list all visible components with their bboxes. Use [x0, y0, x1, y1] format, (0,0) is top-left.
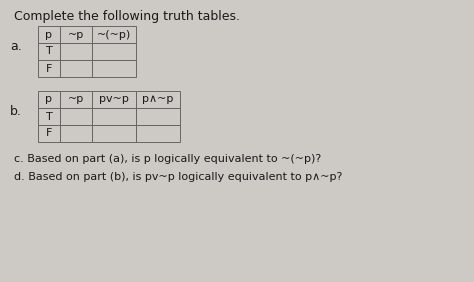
Text: F: F [46, 129, 52, 138]
Bar [38, 43, 60, 60]
Text: ~p: ~p [68, 30, 84, 39]
Bar [60, 125, 92, 142]
Text: d. Based on part (b), is pv~p logically equivalent to p∧~p?: d. Based on part (b), is pv~p logically … [14, 172, 342, 182]
Text: a.: a. [10, 40, 22, 53]
Bar [92, 60, 136, 77]
Bar [92, 125, 136, 142]
Bar [92, 91, 136, 108]
Text: b.: b. [10, 105, 22, 118]
Text: T: T [46, 47, 52, 56]
Text: Complete the following truth tables.: Complete the following truth tables. [14, 10, 240, 23]
Text: pv~p: pv~p [99, 94, 129, 105]
Bar [38, 91, 60, 108]
Bar [38, 125, 60, 142]
Bar [92, 26, 136, 43]
Bar [136, 108, 180, 125]
Bar [60, 43, 92, 60]
Text: p: p [46, 94, 53, 105]
Bar [38, 60, 60, 77]
Text: p∧~p: p∧~p [142, 94, 173, 105]
Bar [60, 26, 92, 43]
Text: p: p [46, 30, 53, 39]
Bar [136, 91, 180, 108]
Bar [60, 60, 92, 77]
Bar [38, 26, 60, 43]
Bar [60, 91, 92, 108]
Bar [92, 108, 136, 125]
Text: F: F [46, 63, 52, 74]
Bar [92, 43, 136, 60]
Bar [60, 108, 92, 125]
Text: T: T [46, 111, 52, 122]
Text: c. Based on part (a), is p logically equivalent to ~(~p)?: c. Based on part (a), is p logically equ… [14, 154, 321, 164]
Text: ~(~p): ~(~p) [97, 30, 131, 39]
Bar [136, 125, 180, 142]
Bar [38, 108, 60, 125]
Text: ~p: ~p [68, 94, 84, 105]
